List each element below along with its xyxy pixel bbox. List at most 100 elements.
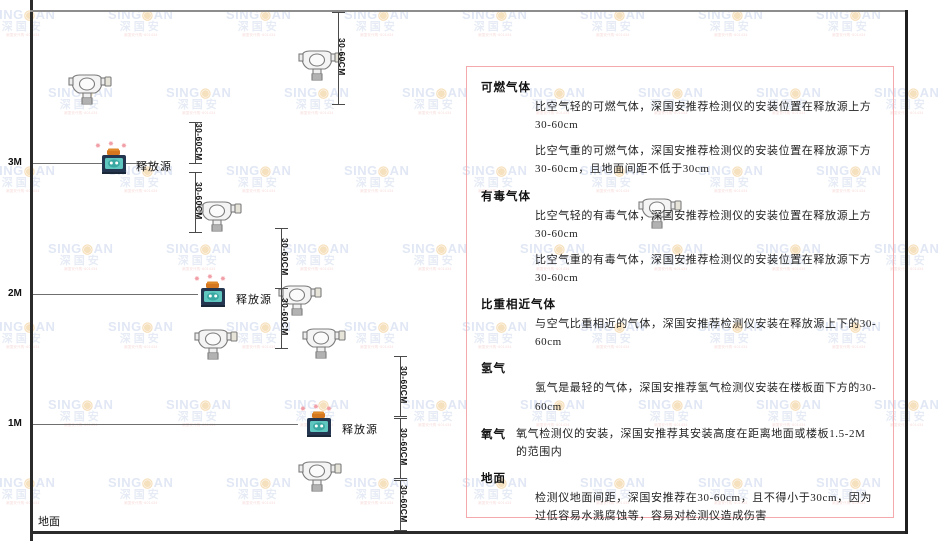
gas-detector-icon [300,326,346,360]
gas-detector-icon [276,283,322,317]
dimension-rail [338,12,339,104]
axis-label-1m: 1M [8,418,22,429]
left-wall [30,0,33,541]
gas-detector-icon [296,48,342,82]
dimension-label: 30-60CM [194,182,204,220]
dimension-tick [394,478,407,479]
section-paragraph: 比空气重的有毒气体，深国安推荐检测仪的安装位置在释放源下方30-60cm [535,253,872,284]
release-source-label: 释放源 [342,424,378,436]
section-paragraph: 与空气比重相近的气体，深国安推荐检测仪安装在释放源上下的30-60cm [535,318,877,349]
panel-section-toxic-gas: 有毒气体 比空气轻的有毒气体，深国安推荐检测仪的安装位置在释放源上方30-60cm… [481,188,877,288]
section-heading: 比重相近气体 [481,299,556,312]
section-paragraph: 比空气重的可燃气体，深国安推荐检测仪的安装位置在释放源下方30-60cm，且地面… [535,145,872,176]
dimension-rail [281,288,282,348]
level-line-3m [33,163,153,164]
section-paragraph: 比空气轻的有毒气体，深国安推荐检测仪的安装位置在释放源上方30-60cm [535,209,872,240]
dimension-label: 30-60CM [194,122,204,161]
axis-label-2m: 2M [8,288,22,299]
spark-icon: ✸ [108,140,114,148]
ground-label: 地面 [38,516,60,528]
panel-section-similar-density-gas: 比重相近气体与空气比重相近的气体，深国安推荐检测仪安装在释放源上下的30-60c… [481,296,877,351]
dimension-rail [195,122,196,163]
dimension-label: 30-60CM [337,38,347,76]
dimension-tick [275,348,288,349]
release-source-label: 释放源 [236,294,272,306]
spark-icon: ✸ [326,405,332,413]
right-wall [905,10,908,534]
dimension-tick [394,480,407,481]
dimension-tick [275,228,288,229]
gas-detector-icon [636,196,682,230]
level-line-1m [33,424,298,425]
dimension-label: 30-60CM [399,485,409,523]
dimension-tick [394,356,407,357]
dimension-rail [195,172,196,232]
release-source-icon [198,281,228,309]
axis-label-3m: 3M [8,157,22,168]
gas-detector-icon [296,459,342,493]
release-source-icon [99,148,129,176]
dimension-label: 30-60CM [399,428,409,466]
dimension-tick [394,416,407,417]
spark-icon: ✸ [220,275,226,283]
spark-icon: ✸ [194,275,200,283]
section-heading: 氧气 [481,428,506,441]
dimension-tick [189,232,202,233]
section-paragraph: 检测仪地面间距，深国安推荐在30-60cm，且不得小于30cm，因为过低容易水溅… [535,491,872,523]
panel-section-combustible-gas: 可燃气体 比空气轻的可燃气体，深国安推荐检测仪的安装位置在释放源上方30-60cm… [481,79,877,179]
gas-detector-icon [192,327,238,361]
spark-icon: ✸ [300,405,306,413]
dimension-tick [189,122,202,123]
section-paragraph: 氧气检测仪的安装，深国安推荐其安装高度在距离地面或楼板1.5-2M的范围内 [516,427,866,458]
section-heading: 地面 [481,472,506,485]
gas-detector-icon [196,199,242,233]
gas-detector-icon [66,72,112,106]
floor-line [30,531,906,534]
dimension-label: 30-60CM [280,238,290,276]
section-paragraph: 氢气是最轻的气体，深国安推荐氢气检测仪安装在楼板面下方的30-60cm [535,382,877,413]
section-heading: 有毒气体 [481,190,531,203]
spark-icon: ✸ [121,142,127,150]
release-source-icon [304,411,334,439]
panel-section-ground: 地面检测仪地面间距，深国安推荐在30-60cm，且不得小于30cm，因为过低容易… [481,470,877,525]
dimension-label: 30-60CM [280,298,290,336]
dimension-tick [394,418,407,419]
dimension-rail [400,356,401,416]
section-heading: 可燃气体 [481,82,531,94]
dimension-tick [332,12,345,13]
spark-icon: ✸ [207,273,213,281]
dimension-rail [400,418,401,478]
dimension-tick [394,530,407,531]
level-line-2m [33,294,198,295]
spark-icon: ✸ [313,403,319,411]
guidance-panel: 可燃气体 比空气轻的可燃气体，深国安推荐检测仪的安装位置在释放源上方30-60cm… [466,66,894,522]
dimension-tick [332,104,345,105]
dimension-rail [400,480,401,530]
dimension-rail [281,228,282,288]
section-heading: 氢气 [481,363,506,376]
